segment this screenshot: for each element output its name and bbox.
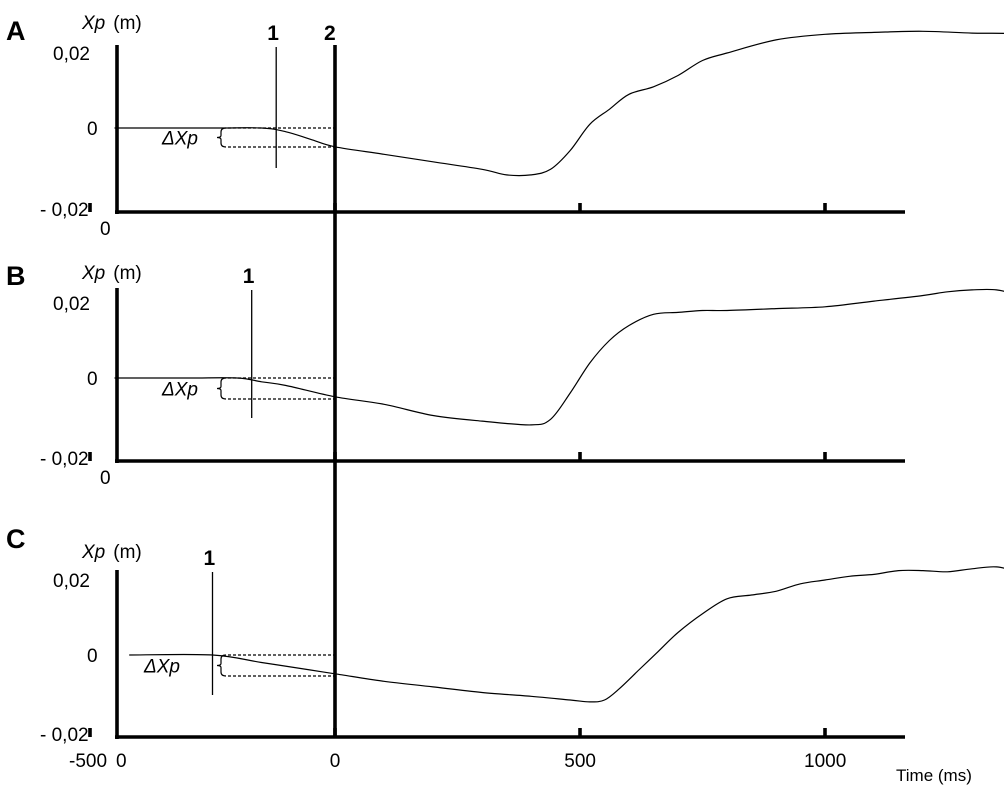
- y-tick-label: - 0,02: [40, 725, 89, 746]
- x-tick-label: 0: [330, 751, 341, 772]
- x-tick-label: 1000: [804, 751, 846, 772]
- panel-letter-b: B: [6, 261, 26, 291]
- delta-xp-label: ΔXp: [161, 129, 198, 150]
- y-axis-label: Xp (m): [81, 13, 142, 34]
- y-tick-label: 0: [87, 119, 98, 140]
- y-tick-label: - 0,02: [40, 449, 89, 470]
- delta-xp-brace: [216, 654, 227, 677]
- y-tick-label: 0,02: [53, 44, 90, 65]
- delta-xp-label: ΔXp: [161, 380, 198, 401]
- xp-curve-b: [114, 288, 1004, 426]
- event-2-label: 2: [324, 22, 336, 45]
- y-tick-label: 0: [87, 646, 98, 667]
- y-tick-label: - 0,02: [40, 200, 89, 221]
- y-axis-label: Xp (m): [81, 263, 142, 284]
- event-1-label: 1: [243, 265, 255, 288]
- delta-xp-brace: [216, 127, 227, 148]
- xp-curve-c: [129, 566, 1004, 703]
- x-axis-label: Time (ms): [896, 766, 972, 785]
- y-tick-label: 0,02: [53, 294, 90, 315]
- axis-origin-label: 0: [100, 219, 111, 240]
- x-tick-label: 500: [564, 751, 596, 772]
- xp-curve-a: [114, 30, 1004, 177]
- axis-origin-label: 0: [100, 468, 111, 489]
- axis-origin-label: 0: [116, 751, 127, 772]
- panel-a: AXp(m)0,020- 0,020ΔXp13: [6, 13, 1004, 240]
- y-tick-label: 0,02: [53, 571, 90, 592]
- delta-xp-label: ΔXp: [143, 657, 180, 678]
- x-tick-label: -500: [69, 751, 107, 772]
- event-1-label: 1: [267, 22, 279, 45]
- panel-c: CXp(m)0,020- 0,02ΔXp13: [6, 524, 1004, 746]
- panel-letter-c: C: [6, 524, 26, 554]
- y-tick-label: 0: [87, 369, 98, 390]
- panel-b: BXp(m)0,020- 0,020ΔXp13: [6, 261, 1004, 489]
- event-1-label: 1: [204, 547, 216, 570]
- panel-letter-a: A: [6, 16, 26, 46]
- delta-xp-brace: [216, 377, 227, 400]
- y-axis-label: Xp (m): [81, 542, 142, 563]
